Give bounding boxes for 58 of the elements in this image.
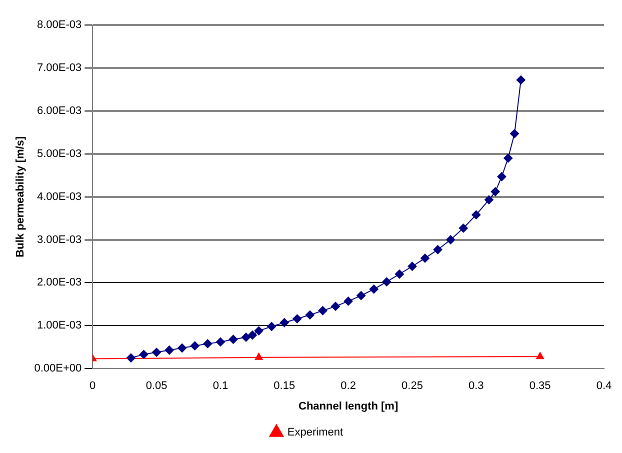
x-axis-title: Channel length [m] (298, 400, 398, 412)
y-axis-title: Bulk permeability [m/s] (14, 136, 27, 258)
point (510, 129, 520, 138)
point (516, 75, 526, 84)
x-tick-label: 0.25 (402, 380, 423, 392)
x-tick-label: 0.15 (274, 380, 296, 392)
point (280, 318, 289, 328)
point (228, 334, 238, 344)
point (254, 352, 263, 360)
point (433, 245, 442, 254)
point (458, 224, 468, 233)
point (504, 154, 513, 163)
point (490, 187, 500, 196)
point (318, 306, 328, 316)
point (292, 314, 302, 324)
x-tick-label: 0.2 (340, 380, 356, 392)
point (369, 284, 378, 294)
point (178, 343, 187, 352)
point (126, 353, 136, 362)
x-tick-label: 0.35 (529, 380, 551, 392)
x-tick-label: 0.3 (468, 380, 484, 392)
y-tick-label: 0.00E+00 (34, 362, 82, 375)
point (536, 352, 544, 360)
y-tick-label: 4.00E-03 (36, 190, 82, 203)
legend-label: Experiment (287, 426, 344, 439)
point (254, 326, 264, 336)
y-tick-label: 7.00E-03 (36, 62, 82, 74)
point (408, 262, 417, 271)
point (267, 322, 276, 332)
point (216, 337, 225, 346)
point (164, 346, 174, 355)
point (242, 332, 251, 342)
point (203, 339, 212, 348)
point (484, 195, 494, 204)
point (497, 172, 506, 182)
point (394, 270, 404, 279)
y-tick-label: 8.00E-03 (36, 19, 82, 32)
point (446, 235, 456, 244)
y-tick-label: 1.00E-03 (36, 320, 82, 332)
point (248, 330, 257, 340)
point (420, 254, 430, 263)
y-tick-label: 3.00E-03 (36, 234, 82, 246)
y-tick-label: 6.00E-03 (36, 104, 82, 117)
point (190, 341, 200, 350)
point (139, 350, 148, 359)
point (382, 277, 392, 286)
x-tick-label: 0.1 (212, 380, 228, 392)
y-tick-label: 5.00E-03 (36, 148, 82, 160)
x-tick-label: 0.4 (596, 380, 612, 392)
point (331, 302, 340, 311)
point (356, 291, 366, 300)
x-tick-label: 0 (90, 380, 96, 392)
point (472, 210, 481, 220)
point (305, 310, 314, 320)
point (344, 296, 353, 306)
point (152, 348, 162, 357)
y-tick-label: 2.00E-03 (36, 276, 82, 289)
x-tick-label: 0.05 (146, 380, 168, 392)
